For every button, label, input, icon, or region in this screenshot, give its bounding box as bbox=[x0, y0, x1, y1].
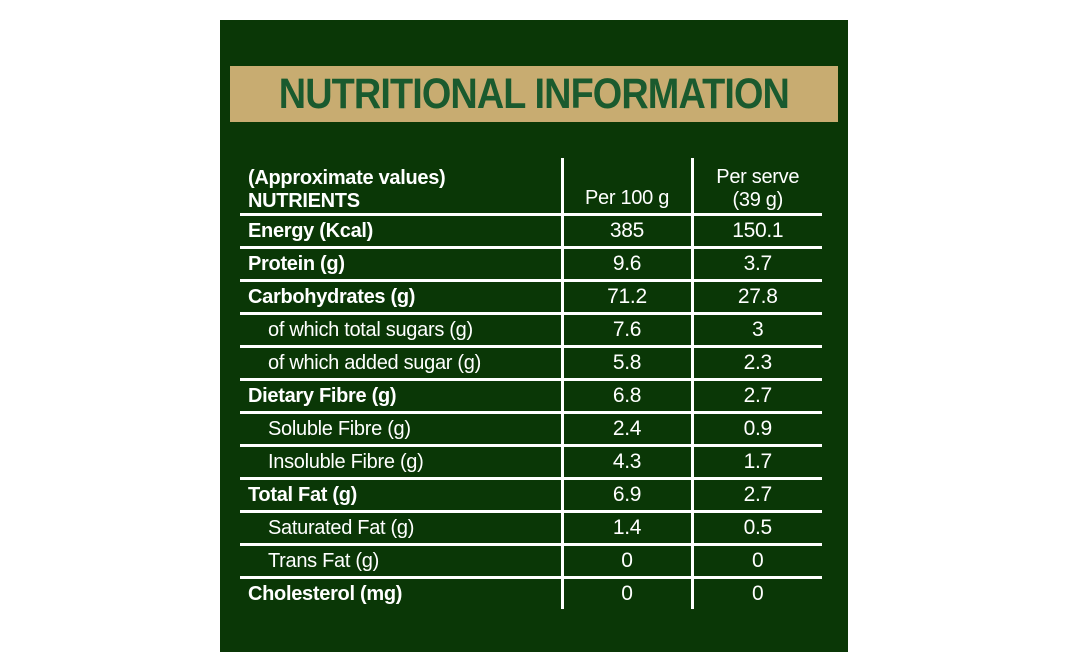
header-nutrients: (Approximate values) NUTRIENTS bbox=[240, 158, 564, 216]
table-row: of which total sugars (g) 7.6 3 bbox=[240, 313, 822, 348]
value-per-serve: 27.8 bbox=[692, 280, 822, 315]
nutrition-table-wrap: (Approximate values) NUTRIENTS Per 100 g… bbox=[240, 158, 822, 609]
value-per-100g: 5.8 bbox=[562, 346, 694, 381]
table-row: Insoluble Fibre (g) 4.3 1.7 bbox=[240, 445, 822, 480]
value-per-serve: 0.9 bbox=[692, 412, 822, 447]
table-row: Soluble Fibre (g) 2.4 0.9 bbox=[240, 412, 822, 447]
value-per-100g: 0 bbox=[562, 544, 694, 579]
page-title: NUTRITIONAL INFORMATION bbox=[278, 69, 790, 118]
value-per-serve: 1.7 bbox=[692, 445, 822, 480]
table-row: Saturated Fat (g) 1.4 0.5 bbox=[240, 511, 822, 546]
table-row: Protein (g) 9.6 3.7 bbox=[240, 247, 822, 282]
table-row: Cholesterol (mg) 0 0 bbox=[240, 577, 822, 609]
table-row: of which added sugar (g) 5.8 2.3 bbox=[240, 346, 822, 381]
nutrient-label: Total Fat (g) bbox=[240, 478, 564, 513]
nutrient-label: Dietary Fibre (g) bbox=[240, 379, 564, 414]
table-row: Total Fat (g) 6.9 2.7 bbox=[240, 478, 822, 513]
header-nutrients-label: NUTRIENTS bbox=[248, 190, 360, 212]
nutrient-label: of which added sugar (g) bbox=[240, 346, 564, 381]
nutrition-table: (Approximate values) NUTRIENTS Per 100 g… bbox=[240, 158, 822, 609]
table-header-row: (Approximate values) NUTRIENTS Per 100 g… bbox=[240, 158, 822, 216]
nutrient-label: Protein (g) bbox=[240, 247, 564, 282]
value-per-serve: 0.5 bbox=[692, 511, 822, 546]
value-per-100g: 0 bbox=[562, 577, 694, 609]
nutrient-label: Trans Fat (g) bbox=[240, 544, 564, 579]
value-per-100g: 1.4 bbox=[562, 511, 694, 546]
nutrient-label: Saturated Fat (g) bbox=[240, 511, 564, 546]
header-per-serve: Per serve (39 g) bbox=[692, 158, 822, 216]
title-banner: NUTRITIONAL INFORMATION bbox=[230, 66, 838, 122]
value-per-100g: 9.6 bbox=[562, 247, 694, 282]
value-per-100g: 4.3 bbox=[562, 445, 694, 480]
nutrient-label: Energy (Kcal) bbox=[240, 214, 564, 249]
table-row: Energy (Kcal) 385 150.1 bbox=[240, 214, 822, 249]
value-per-serve: 0 bbox=[692, 544, 822, 579]
table-row: Trans Fat (g) 0 0 bbox=[240, 544, 822, 579]
header-approx-values: (Approximate values) bbox=[248, 167, 446, 189]
header-per-100g: Per 100 g bbox=[562, 158, 694, 216]
nutrition-panel: NUTRITIONAL INFORMATION (Approximate val… bbox=[220, 20, 848, 652]
nutrient-label: Soluble Fibre (g) bbox=[240, 412, 564, 447]
value-per-serve: 3 bbox=[692, 313, 822, 348]
value-per-100g: 7.6 bbox=[562, 313, 694, 348]
value-per-100g: 2.4 bbox=[562, 412, 694, 447]
value-per-serve: 0 bbox=[752, 582, 764, 605]
value-per-100g: 6.8 bbox=[562, 379, 694, 414]
nutrient-label: Insoluble Fibre (g) bbox=[240, 445, 564, 480]
value-per-100g: 71.2 bbox=[562, 280, 694, 315]
table-row: Dietary Fibre (g) 6.8 2.7 bbox=[240, 379, 822, 414]
value-per-serve: 150.1 bbox=[692, 214, 822, 249]
nutrient-label: of which total sugars (g) bbox=[240, 313, 564, 348]
value-per-serve: 2.7 bbox=[692, 379, 822, 414]
value-per-serve: 2.7 bbox=[692, 478, 822, 513]
value-per-100g: 385 bbox=[562, 214, 694, 249]
nutrient-label: Carbohydrates (g) bbox=[240, 280, 564, 315]
nutrition-table-body: Energy (Kcal) 385 150.1 Protein (g) 9.6 … bbox=[240, 214, 822, 609]
nutrient-label: Cholesterol (mg) bbox=[240, 577, 564, 609]
value-per-serve: 2.3 bbox=[692, 346, 822, 381]
value-per-serve: 3.7 bbox=[692, 247, 822, 282]
table-row: Carbohydrates (g) 71.2 27.8 bbox=[240, 280, 822, 315]
value-per-100g: 6.9 bbox=[562, 478, 694, 513]
